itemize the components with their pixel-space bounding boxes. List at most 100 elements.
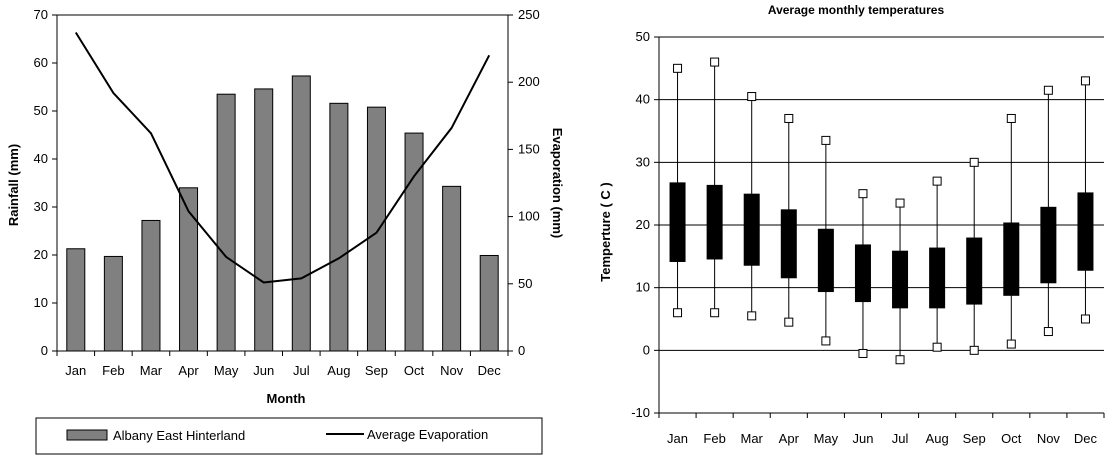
legend-bar-swatch bbox=[66, 429, 108, 441]
x-tick-label: Dec bbox=[478, 363, 502, 378]
max-marker bbox=[969, 157, 979, 167]
min-marker bbox=[1043, 327, 1053, 337]
x-tick-label: Nov bbox=[440, 363, 464, 378]
temperature-box bbox=[854, 244, 871, 303]
y-tick-label: 10 bbox=[636, 280, 650, 295]
x-tick-label: Dec bbox=[1074, 431, 1098, 446]
x-tick-label: Jul bbox=[892, 431, 909, 446]
x-tick-label: Oct bbox=[404, 363, 425, 378]
rainfall-bar bbox=[216, 93, 236, 352]
left-y-tick-label: 60 bbox=[34, 55, 48, 70]
max-marker bbox=[710, 57, 720, 67]
rainfall-bar bbox=[442, 185, 462, 352]
max-marker bbox=[1043, 85, 1053, 95]
left-y-tick-label: 0 bbox=[41, 343, 48, 358]
min-marker bbox=[784, 317, 794, 327]
y-tick-label: 30 bbox=[636, 154, 650, 169]
left-y-tick-label: 30 bbox=[34, 199, 48, 214]
max-marker bbox=[747, 92, 757, 102]
right-y-tick-label: 200 bbox=[518, 74, 540, 89]
chart-title: Average monthly temperatures bbox=[768, 3, 945, 17]
y-tick-label: 20 bbox=[636, 217, 650, 232]
x-tick-label: Sep bbox=[963, 431, 986, 446]
x-tick-label: Jun bbox=[253, 363, 274, 378]
y-tick-label: 0 bbox=[643, 342, 650, 357]
y-tick-label: 50 bbox=[636, 29, 650, 44]
legend-box bbox=[35, 417, 543, 455]
min-marker bbox=[895, 355, 905, 365]
x-tick-label: Nov bbox=[1037, 431, 1061, 446]
x-axis-title: Month bbox=[267, 391, 306, 406]
x-tick-label: May bbox=[214, 363, 239, 378]
temperature-box bbox=[706, 184, 723, 260]
left-y-tick-label: 70 bbox=[34, 7, 48, 22]
right-y-tick-label: 100 bbox=[518, 209, 540, 224]
left-plot-area: 0 10 20 30 40 50 60 70 0 50 100 150 200 250 Jan Feb Mar A… bbox=[34, 7, 540, 378]
temperature-box bbox=[966, 237, 983, 305]
max-marker bbox=[1080, 76, 1090, 86]
min-marker bbox=[747, 311, 757, 321]
left-y-tick-label: 10 bbox=[34, 295, 48, 310]
x-tick-label: Apr bbox=[178, 363, 199, 378]
temperature-box bbox=[780, 209, 797, 279]
max-marker bbox=[895, 198, 905, 208]
min-marker bbox=[821, 336, 831, 346]
y-tick-label: -10 bbox=[631, 405, 650, 420]
min-marker bbox=[1080, 314, 1090, 324]
temperature-box bbox=[743, 193, 760, 266]
left-y-axis-title: Rainfall (mm) bbox=[6, 144, 21, 226]
right-plot-area: -10 0 10 20 30 40 50 Jan Feb Mar Apr May Jun Jul Aug Se… bbox=[631, 29, 1105, 446]
rainfall-evaporation-chart: Rainfall (mm) Evaporation (mm) Month 0 10… bbox=[0, 0, 566, 459]
left-y-tick-label: 20 bbox=[34, 247, 48, 262]
rainfall-bar bbox=[404, 132, 424, 352]
x-tick-label: Jul bbox=[293, 363, 310, 378]
min-marker bbox=[969, 345, 979, 355]
x-tick-label: Jan bbox=[65, 363, 86, 378]
x-tick-label: Aug bbox=[327, 363, 350, 378]
x-tick-label: May bbox=[814, 431, 839, 446]
max-marker bbox=[1006, 113, 1016, 123]
max-marker bbox=[858, 189, 868, 199]
x-tick-label: Feb bbox=[102, 363, 124, 378]
rainfall-bar bbox=[479, 254, 499, 352]
temperature-box bbox=[817, 228, 834, 293]
min-marker bbox=[1006, 339, 1016, 349]
temperature-box bbox=[892, 250, 909, 309]
temperature-box bbox=[929, 247, 946, 309]
max-marker bbox=[784, 113, 794, 123]
x-tick-label: Apr bbox=[779, 431, 800, 446]
temperature-box bbox=[669, 182, 686, 262]
right-y-tick-label: 0 bbox=[518, 343, 525, 358]
left-chart-background bbox=[0, 0, 566, 459]
x-tick-label: Mar bbox=[741, 431, 764, 446]
min-marker bbox=[673, 308, 683, 318]
legend-bar-label: Albany East Hinterland bbox=[113, 428, 245, 443]
x-tick-label: Mar bbox=[140, 363, 163, 378]
max-marker bbox=[821, 135, 831, 145]
y-tick-label: 40 bbox=[636, 92, 650, 107]
right-y-tick-label: 150 bbox=[518, 141, 540, 156]
legend-line-label: Average Evaporation bbox=[367, 427, 488, 442]
rainfall-bar bbox=[329, 102, 349, 352]
max-marker bbox=[673, 63, 683, 73]
left-y-tick-label: 50 bbox=[34, 103, 48, 118]
max-marker bbox=[932, 176, 942, 186]
temperature-box bbox=[1077, 192, 1094, 271]
temperature-box bbox=[1003, 222, 1020, 296]
min-marker bbox=[710, 308, 720, 318]
rainfall-bar bbox=[291, 75, 311, 352]
rainfall-bar bbox=[103, 255, 123, 352]
x-tick-label: Feb bbox=[703, 431, 725, 446]
rainfall-bar bbox=[141, 219, 161, 352]
temperature-y-axis-title: Temperture ( C ) bbox=[598, 182, 613, 281]
right-y-tick-label: 50 bbox=[518, 276, 532, 291]
x-tick-label: Jun bbox=[852, 431, 873, 446]
rainfall-bar bbox=[179, 187, 199, 352]
right-y-tick-label: 250 bbox=[518, 7, 540, 22]
min-marker bbox=[858, 348, 868, 358]
x-tick-label: Oct bbox=[1001, 431, 1022, 446]
min-marker bbox=[932, 342, 942, 352]
temperature-box bbox=[1040, 206, 1057, 284]
